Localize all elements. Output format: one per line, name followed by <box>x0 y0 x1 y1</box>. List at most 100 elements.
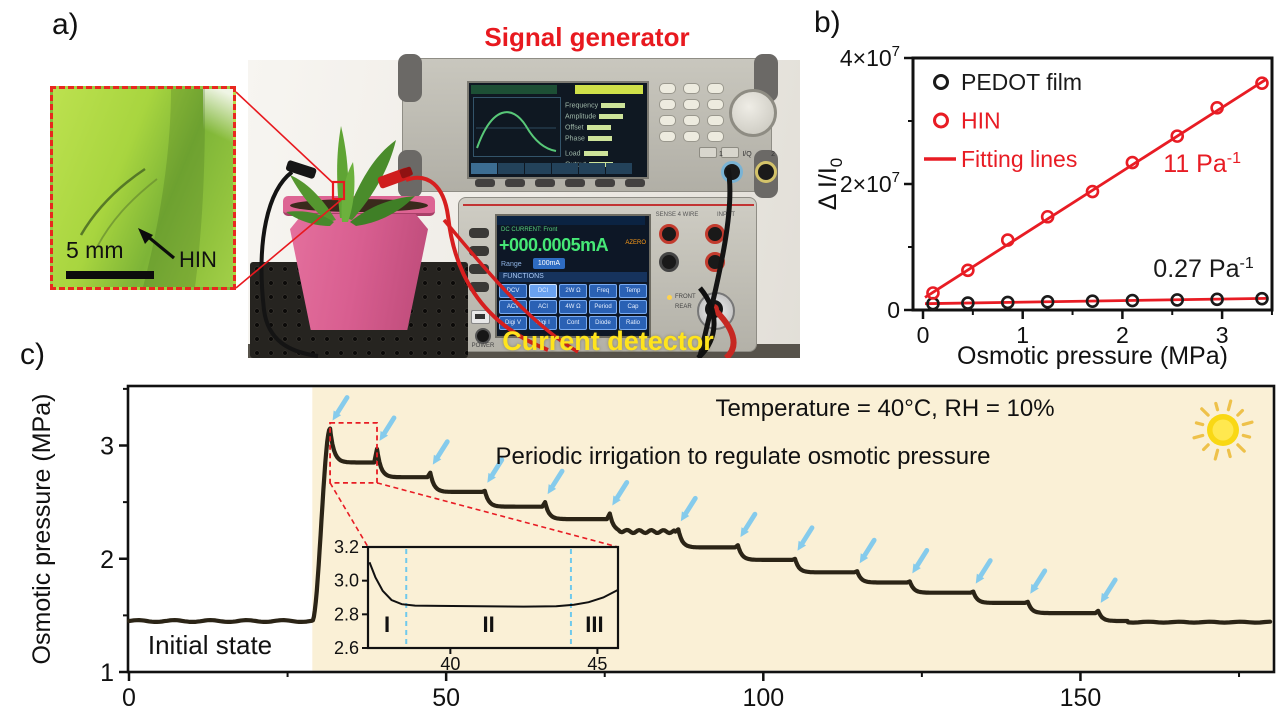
banana-jack <box>659 224 679 244</box>
b-xtick-label: 0 <box>917 322 930 348</box>
azero-indicator: AZERO <box>625 240 646 246</box>
legend-label: HIN <box>961 108 1001 134</box>
inset-xtick-label: 45 <box>587 654 607 674</box>
range-label: Range <box>501 261 522 268</box>
c-frame <box>126 384 1276 674</box>
legend-label: Fitting lines <box>961 146 1077 172</box>
accent-stripe <box>463 204 754 206</box>
screen-menu-tabs <box>471 161 645 174</box>
b-sensitivity-annotation: 11 Pa-1 <box>1163 150 1241 178</box>
irrigation-arrow-icon <box>859 553 869 564</box>
irrigation-arrow-icon <box>379 430 389 441</box>
cables <box>259 167 737 358</box>
legend-label: PEDOT film <box>961 69 1082 95</box>
left-arrow-key <box>699 147 717 158</box>
multimeter-function-button: Temp <box>619 284 647 298</box>
irrigation-arrow-icon <box>797 540 807 551</box>
generator-param-row: Load <box>565 145 645 157</box>
legend-marker-icon <box>933 112 949 129</box>
b-ytick-label: 4×107 <box>840 43 900 71</box>
power-button <box>475 328 491 344</box>
irrigation-arrow-icon <box>432 454 442 465</box>
usb-port <box>471 310 490 324</box>
generator-param-row: Amplitude <box>565 108 645 120</box>
hin-arrow-icon <box>138 228 176 260</box>
multimeter-function-button: Freq <box>589 284 617 298</box>
current-reading: +000.0005mA <box>499 235 609 255</box>
irrigation-arrow-icon <box>487 472 496 483</box>
inset-region-label: III <box>585 612 603 637</box>
generator-param-row: Offset <box>565 119 645 131</box>
hin-annotation: HIN <box>179 247 217 272</box>
menu-button <box>469 264 489 274</box>
multimeter-function-button: Diode <box>589 316 617 330</box>
inset-region-label: II <box>482 612 494 637</box>
current-detector-caption: Current detector <box>502 326 714 356</box>
irrigation-arrow-icon <box>1030 583 1039 594</box>
zoomed-leaf-marker <box>331 180 346 201</box>
screen-header-right <box>575 85 643 94</box>
banana-jack <box>659 252 679 272</box>
b-sensitivity-annotation: 0.27 Pa-1 <box>1153 255 1254 283</box>
mode-text: DC CURRENT: Front <box>501 227 558 233</box>
c-ytick-label: 1 <box>100 659 114 687</box>
bnc-connector-2 <box>755 161 777 183</box>
b-series-hin <box>926 76 1269 300</box>
softkey <box>565 179 585 187</box>
waveform-display <box>473 97 561 157</box>
panel-c-chart: 0 50 100 150 1 2 3 Osmotic pressure (MPa) Initia… <box>28 384 1276 712</box>
status-bar <box>497 216 645 225</box>
b-ytick-label: 2×107 <box>840 169 900 197</box>
c-xtick-label: 50 <box>432 684 460 712</box>
scale-bar <box>66 271 154 279</box>
generator-parameter-list: Frequency Amplitude Offset Phase <box>565 97 645 142</box>
initial-state-label: Initial state <box>148 630 272 660</box>
irrigation-arrow-icon <box>680 511 690 522</box>
functions-header: FUNCTIONS <box>499 272 647 282</box>
irrigation-arrow-icon <box>612 495 621 506</box>
multimeter-function-button: DCI <box>529 284 557 298</box>
inset-ytick-label: 2.8 <box>334 604 359 624</box>
bumper <box>398 54 422 102</box>
inset-ytick-label: 3.2 <box>334 537 359 557</box>
legend-marker-icon <box>933 74 949 90</box>
numeric-keypad <box>659 83 735 145</box>
softkey <box>535 179 555 187</box>
signal-generator-caption: Signal generator <box>484 22 690 52</box>
generator-param-row: Phase <box>565 130 645 142</box>
zoom-inset-chart: 40 452.62.83.03.2I II III <box>334 537 620 674</box>
front-led <box>667 295 672 300</box>
leaf-inset-graphics <box>79 89 205 287</box>
leaf-highlight <box>203 89 233 159</box>
b-xtick-label: 1 <box>1016 322 1029 348</box>
inset-curve <box>368 561 619 608</box>
osmotic-pressure-curve <box>126 426 1273 625</box>
rear-label: REAR <box>675 304 692 310</box>
b-xtick-label: 3 <box>1216 322 1229 348</box>
multimeter-function-button: Cap <box>619 300 647 314</box>
irrigation-arrows <box>332 395 1118 603</box>
conditions-annotation: Temperature = 40°C, RH = 10% <box>715 395 1054 422</box>
c-xtick-label: 150 <box>1060 684 1102 712</box>
b-fit-line <box>924 296 1267 306</box>
output-jack-labels: 1 I/Q 2 <box>719 151 775 158</box>
multimeter-function-button: Ratio <box>619 316 647 330</box>
front-label: FRONT <box>675 294 696 300</box>
leaf-closeup-inset: 5 mm HIN <box>50 86 236 290</box>
sense-jacks-label: SENSE 4 WIRE <box>655 212 699 218</box>
panel-a-label: a) <box>52 8 79 41</box>
sun-icon <box>1192 399 1254 461</box>
sine-wave <box>476 111 557 152</box>
inset-ytick-label: 2.6 <box>334 638 359 658</box>
c-xtick-label: 100 <box>742 684 784 712</box>
c-ytick-label: 2 <box>100 546 114 574</box>
inset-xtick-label: 40 <box>440 654 460 674</box>
zoom-region-rect <box>329 421 378 484</box>
c-ylabel: Osmotic pressure (MPa) <box>28 394 56 665</box>
power-label: POWER <box>471 343 495 349</box>
function-button-grid: DCV DCI 2W Ω Freq Temp ACV ACI 4W Ω Period Cap Dig… <box>499 284 647 330</box>
